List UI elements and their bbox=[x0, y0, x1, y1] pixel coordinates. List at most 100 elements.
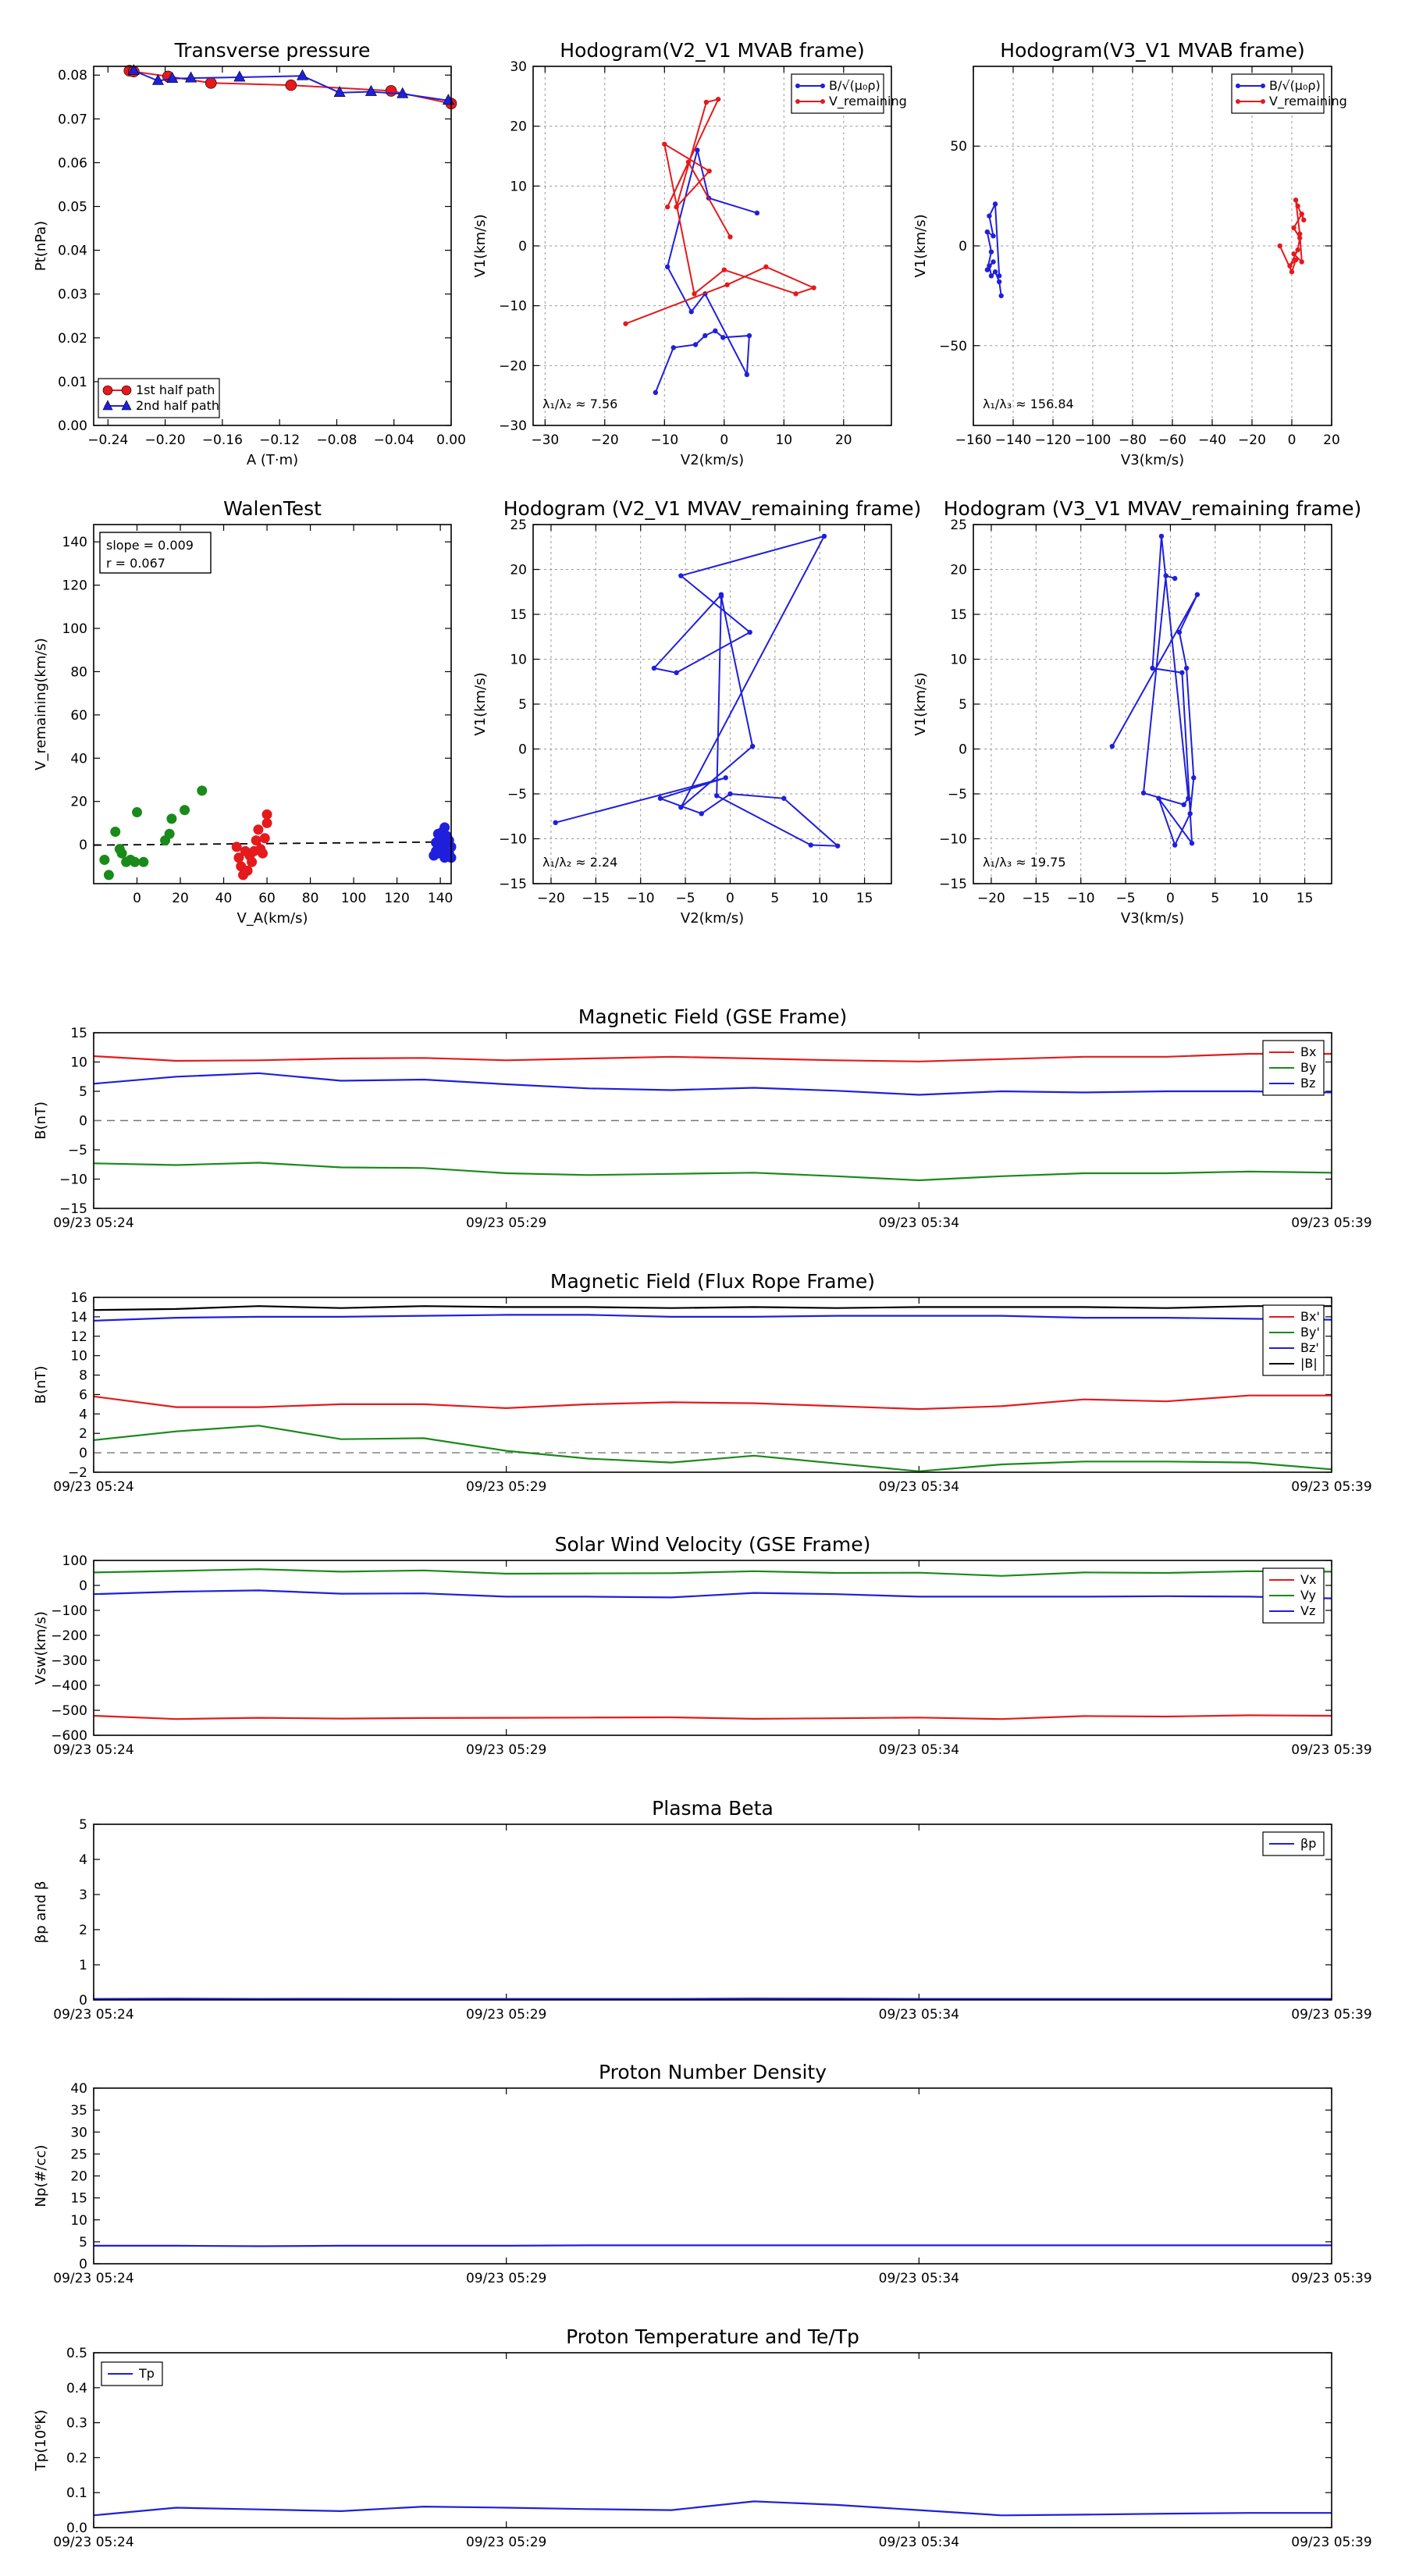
x-tick-label: 15 bbox=[856, 891, 873, 906]
plot-frame bbox=[93, 524, 452, 884]
eigen-ratio-label: λ₁/λ₃ ≈ 19.75 bbox=[983, 855, 1066, 870]
stats-box bbox=[99, 532, 212, 574]
data-point bbox=[688, 309, 694, 315]
y-tick-label: 0.1 bbox=[66, 2485, 87, 2501]
data-point bbox=[988, 249, 994, 254]
y-tick-label: 0.0 bbox=[66, 2521, 87, 2536]
x-tick-label: −20 bbox=[537, 891, 565, 906]
data-point bbox=[1299, 211, 1304, 217]
x-tick-label: 120 bbox=[384, 891, 409, 906]
data-point bbox=[674, 204, 679, 210]
chart-title: Plasma Beta bbox=[652, 1797, 774, 1820]
x-tick-label: −160 bbox=[955, 432, 992, 448]
series-line-Tp bbox=[93, 2500, 1332, 2517]
chart-title: Transverse pressure bbox=[174, 39, 371, 62]
x-tick-label: 15 bbox=[1297, 891, 1314, 906]
stats-text: slope = 0.009 bbox=[106, 538, 194, 553]
eigen-ratio-label: λ₁/λ₂ ≈ 2.24 bbox=[542, 855, 617, 870]
x-tick-label: 09/23 05:34 bbox=[879, 1479, 959, 1495]
y-tick-label: −15 bbox=[939, 877, 967, 892]
legend-label: By bbox=[1300, 1060, 1316, 1075]
y-tick-label: 0.06 bbox=[58, 155, 87, 171]
y-tick-label: 10 bbox=[70, 2213, 87, 2229]
data-point bbox=[1291, 251, 1297, 257]
y-tick-label: 25 bbox=[510, 518, 527, 533]
data-point bbox=[1191, 775, 1197, 781]
x-tick-label: 09/23 05:39 bbox=[1291, 2271, 1371, 2286]
legend-label: Bz' bbox=[1300, 1340, 1319, 1355]
x-tick-label: 09/23 05:34 bbox=[879, 1742, 959, 1758]
y-tick-label: −100 bbox=[51, 1603, 87, 1619]
chart-title: Proton Temperature and Te/Tp bbox=[566, 2325, 859, 2348]
data-point bbox=[247, 856, 258, 867]
x-tick-label: −0.24 bbox=[87, 432, 128, 448]
data-point bbox=[987, 213, 992, 219]
data-point bbox=[103, 870, 114, 881]
chart-h4: Hodogram (V3_V1 MVAV_remaining frame) −15… bbox=[912, 497, 1361, 927]
series-line-Vz bbox=[93, 1589, 1332, 1599]
data-point bbox=[692, 291, 697, 297]
data-point bbox=[1299, 259, 1304, 265]
data-point bbox=[1186, 795, 1191, 801]
legend-label: βp bbox=[1300, 1836, 1316, 1851]
x-tick-label: 0 bbox=[720, 432, 728, 448]
chart-title: Solar Wind Velocity (GSE Frame) bbox=[555, 1533, 871, 1556]
data-point bbox=[1295, 203, 1300, 209]
y-tick-label: 0 bbox=[79, 1993, 87, 2008]
data-point bbox=[259, 833, 270, 844]
y-tick-label: 20 bbox=[950, 563, 967, 578]
y-tick-label: 0 bbox=[79, 1446, 87, 1461]
y-tick-label: 0.07 bbox=[58, 112, 87, 127]
y-tick-label: 5 bbox=[79, 1817, 87, 1833]
data-point bbox=[242, 865, 253, 876]
legend-label: V_remaining bbox=[1269, 94, 1347, 109]
y-axis-label: βp and β bbox=[33, 1881, 49, 1944]
data-point bbox=[723, 775, 728, 781]
chart-title: Proton Number Density bbox=[599, 2061, 827, 2083]
data-point bbox=[670, 345, 676, 350]
x-tick-label: −80 bbox=[1119, 432, 1147, 448]
data-point bbox=[695, 148, 700, 153]
plot-frame bbox=[93, 2352, 1332, 2528]
x-tick-label: −0.16 bbox=[202, 432, 243, 448]
y-tick-label: −15 bbox=[499, 877, 527, 892]
data-point bbox=[793, 291, 799, 297]
x-tick-label: −30 bbox=[531, 432, 559, 448]
y-axis-label: V1(km/s) bbox=[912, 672, 929, 735]
legend: βp bbox=[1262, 1831, 1325, 1856]
legend-marker bbox=[102, 385, 113, 396]
y-tick-label: 20 bbox=[70, 2169, 87, 2185]
series-line-|B| bbox=[93, 1305, 1332, 1311]
y-tick-label: −600 bbox=[51, 1728, 87, 1744]
y-tick-label: 0 bbox=[79, 1578, 87, 1594]
data-point bbox=[984, 267, 991, 272]
x-tick-label: 09/23 05:39 bbox=[1291, 1215, 1371, 1231]
data-point bbox=[1293, 257, 1299, 263]
y-tick-label: 100 bbox=[62, 1553, 87, 1569]
x-tick-label: 09/23 05:29 bbox=[466, 2535, 546, 2550]
data-point bbox=[99, 855, 110, 866]
y-tick-label: −400 bbox=[51, 1678, 87, 1694]
y-axis-label: Np(#/cc) bbox=[33, 2145, 49, 2208]
legend-label: |B| bbox=[1300, 1356, 1318, 1371]
data-point bbox=[397, 87, 409, 98]
data-point bbox=[623, 321, 628, 326]
chart-title: Hodogram(V2_V1 MVAB frame) bbox=[560, 39, 864, 62]
series-line-B/√(μ₀ρ) bbox=[654, 150, 758, 393]
plot-frame bbox=[532, 524, 892, 884]
chart-mfr: Magnetic Field (Flux Rope Frame) −2 0 2 4 6 8 1… bbox=[33, 1270, 1372, 1495]
plot-frame bbox=[93, 1823, 1332, 2001]
y-tick-label: 10 bbox=[510, 179, 527, 194]
data-point bbox=[724, 282, 730, 288]
x-tick-label: 09/23 05:34 bbox=[879, 2535, 959, 2550]
chart-title: Magnetic Field (Flux Rope Frame) bbox=[550, 1270, 875, 1293]
x-tick-label: −140 bbox=[995, 432, 1032, 448]
data-point bbox=[692, 342, 699, 347]
legend-label: V_remaining bbox=[829, 94, 907, 109]
legend-label: B/√(μ₀ρ) bbox=[829, 78, 880, 93]
data-point bbox=[727, 234, 733, 240]
data-point bbox=[110, 826, 121, 837]
